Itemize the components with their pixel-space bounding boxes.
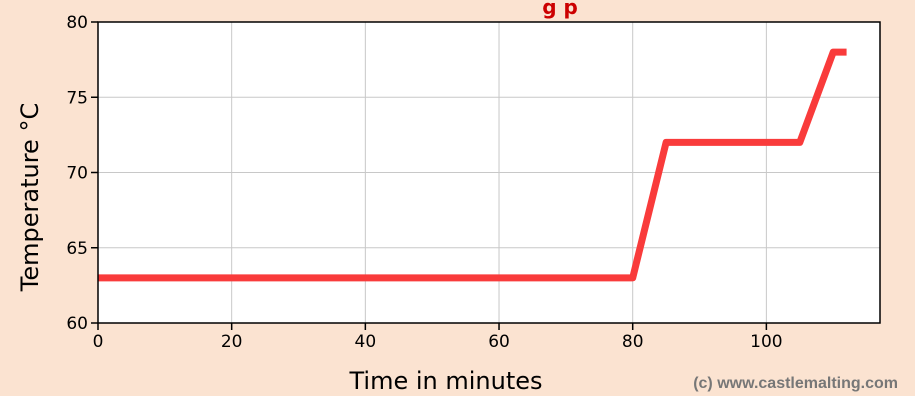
x-tick-label: 60 — [488, 332, 510, 352]
x-tick-label: 0 — [93, 332, 104, 352]
temperature-series-line — [98, 48, 847, 282]
y-tick-label: 65 — [66, 239, 88, 259]
x-axis-ticks: 0 20 40 60 80 100 — [93, 323, 783, 352]
y-axis-ticks: 60 65 70 75 80 — [66, 13, 98, 334]
credit-text: (c) www.castlemalting.com — [693, 375, 898, 392]
x-axis-label: Time in minutes — [348, 367, 542, 395]
x-tick-label: 80 — [622, 332, 644, 352]
chart-title-fragment: g p — [542, 0, 578, 19]
plot-border — [97, 21, 881, 324]
y-tick-label: 60 — [66, 314, 88, 334]
y-tick-label: 80 — [66, 13, 88, 33]
x-tick-label: 100 — [750, 332, 782, 352]
x-tick-label: 40 — [355, 332, 377, 352]
y-tick-label: 70 — [66, 164, 88, 184]
y-axis-label: Temperature °C — [16, 103, 44, 292]
x-tick-label: 20 — [221, 332, 243, 352]
series-layer — [98, 48, 847, 282]
y-tick-label: 75 — [66, 88, 88, 108]
